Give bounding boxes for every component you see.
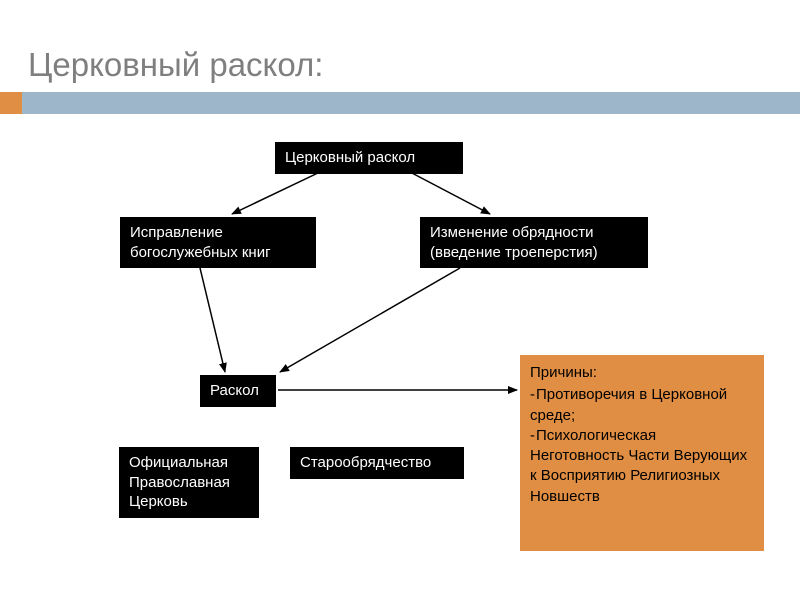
reasons-box: Причины: Противоречия в Церковной среде;… <box>520 355 764 551</box>
reasons-item: Психологическая Неготовность Части Верую… <box>530 426 754 507</box>
accent-square <box>0 92 22 114</box>
node-schism: Раскол <box>200 375 276 407</box>
node-old-believers: Старообрядчество <box>290 447 464 479</box>
node-orthodox: ОфициальнаяПравославнаяЦерковь <box>119 447 259 518</box>
arrow <box>410 172 490 214</box>
node-rites: Изменение обрядности(введение троеперсти… <box>420 217 648 268</box>
node-root: Церковный раскол <box>275 142 463 174</box>
reasons-title: Причины: <box>530 363 754 383</box>
accent-line <box>22 92 800 114</box>
arrow <box>200 268 225 372</box>
slide-title: Церковный раскол: <box>28 46 323 84</box>
arrow <box>232 172 320 214</box>
arrow <box>280 268 460 372</box>
node-books: Исправлениебогослужебных книг <box>120 217 316 268</box>
reasons-item: Противоречия в Церковной среде; <box>530 385 754 426</box>
